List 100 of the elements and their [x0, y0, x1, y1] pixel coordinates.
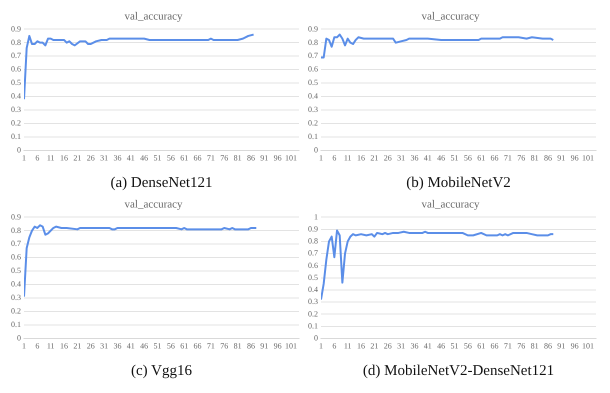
y-tick-label: 0.9: [11, 212, 21, 222]
x-tick-label: 6: [35, 341, 40, 350]
x-tick-label: 11: [344, 153, 352, 162]
x-tick-label: 61: [180, 153, 188, 162]
y-tick-label: 0.5: [11, 266, 21, 276]
x-tick-label: 16: [357, 153, 366, 162]
x-tick-label: 76: [517, 341, 526, 350]
x-tick-label: 6: [35, 153, 40, 162]
y-tick-label: 0.8: [308, 38, 318, 47]
y-tick-label: 0.7: [11, 239, 21, 248]
x-tick-label: 101: [284, 341, 297, 350]
y-tick-label: 0.4: [11, 92, 21, 101]
x-tick-label: 66: [490, 341, 499, 350]
x-tick-label: 86: [246, 341, 255, 350]
x-tick-label: 76: [517, 153, 526, 162]
x-tick-label: 26: [86, 153, 95, 162]
x-tick-label: 11: [46, 341, 55, 350]
x-tick-label: 46: [437, 153, 446, 162]
x-tick-label: 56: [464, 153, 472, 162]
y-tick-label: 0.2: [308, 309, 318, 318]
x-tick-label: 96: [570, 341, 579, 350]
y-tick-label: 0.9: [11, 24, 21, 34]
x-tick-label: 86: [246, 153, 255, 162]
y-tick-label: 0.3: [308, 297, 318, 306]
chart-title: val_accuracy: [421, 10, 480, 22]
y-tick-label: 0.9: [308, 24, 318, 34]
x-tick-label: 31: [397, 341, 406, 350]
x-tick-label: 86: [544, 153, 552, 162]
x-tick-label: 26: [384, 341, 392, 350]
x-tick-label: 46: [140, 153, 148, 162]
chart-title: val_accuracy: [124, 198, 184, 210]
x-tick-label: 36: [410, 153, 418, 162]
x-tick-label: 16: [357, 341, 366, 350]
x-tick-label: 86: [544, 341, 552, 350]
x-tick-label: 46: [437, 341, 446, 350]
chart-title: val_accuracy: [124, 10, 184, 22]
y-tick-label: 0.2: [308, 118, 318, 128]
x-tick-label: 21: [73, 153, 82, 162]
x-axis-title: (a) DenseNet121: [110, 174, 213, 191]
y-tick-label: 0: [314, 145, 318, 154]
x-tick-label: 41: [126, 341, 135, 350]
x-tick-label: 61: [477, 341, 486, 350]
x-tick-label: 91: [557, 341, 566, 350]
x-tick-label: 96: [274, 153, 282, 162]
y-tick-label: 0.6: [11, 252, 21, 262]
y-tick-label: 0.5: [308, 78, 318, 88]
x-tick-label: 91: [260, 341, 268, 350]
x-axis-title: (d) MobileNetV2-DenseNet121: [362, 362, 554, 379]
x-tick-label: 21: [73, 341, 82, 350]
y-tick-label: 0.2: [11, 306, 21, 316]
x-tick-label: 31: [100, 341, 108, 350]
x-tick-label: 31: [397, 153, 406, 162]
x-tick-label: 16: [60, 153, 68, 162]
x-tick-label: 26: [384, 153, 392, 162]
x-tick-label: 11: [46, 153, 55, 162]
x-tick-label: 81: [530, 341, 539, 350]
y-tick-label: 0.4: [11, 280, 21, 289]
x-tick-label: 21: [370, 341, 378, 350]
y-tick-label: 0.3: [11, 105, 21, 114]
x-tick-label: 81: [234, 153, 242, 162]
x-tick-label: 6: [332, 341, 336, 350]
x-tick-label: 61: [477, 153, 486, 162]
y-tick-label: 0: [314, 333, 318, 342]
x-tick-label: 96: [274, 341, 282, 350]
x-tick-label: 41: [424, 153, 432, 162]
x-tick-label: 51: [450, 341, 458, 350]
y-tick-label: 0.1: [11, 132, 21, 142]
x-tick-label: 41: [424, 341, 432, 350]
y-tick-label: 1: [314, 212, 318, 222]
x-tick-label: 66: [490, 153, 499, 162]
y-tick-label: 0.1: [308, 321, 318, 330]
y-tick-label: 0.6: [308, 64, 318, 74]
x-tick-label: 101: [582, 153, 594, 162]
y-tick-label: 0.9: [308, 224, 318, 234]
x-tick-label: 41: [126, 153, 135, 162]
y-tick-label: 0.8: [11, 38, 21, 47]
x-tick-label: 81: [234, 341, 242, 350]
x-tick-label: 6: [332, 153, 336, 162]
y-tick-label: 0: [17, 145, 21, 154]
y-tick-label: 0.3: [308, 105, 318, 114]
y-tick-label: 0.6: [11, 64, 21, 74]
y-tick-label: 0.7: [308, 51, 318, 60]
x-tick-label: 26: [86, 341, 95, 350]
y-tick-label: 0.7: [308, 248, 318, 258]
y-tick-label: 0.4: [308, 92, 318, 101]
y-tick-label: 0.4: [308, 285, 318, 294]
x-tick-label: 36: [113, 341, 122, 350]
x-tick-label: 61: [180, 341, 188, 350]
chart-title: val_accuracy: [421, 198, 480, 210]
y-tick-label: 0.1: [11, 320, 21, 330]
x-tick-label: 91: [260, 153, 268, 162]
x-tick-label: 36: [410, 341, 418, 350]
x-tick-label: 96: [570, 153, 579, 162]
y-tick-label: 0.8: [11, 226, 21, 235]
y-tick-label: 0: [17, 333, 21, 342]
y-tick-label: 0.8: [308, 236, 318, 246]
x-tick-label: 46: [140, 341, 148, 350]
x-axis-title: (b) MobileNetV2: [406, 174, 511, 191]
y-tick-label: 0.7: [11, 51, 21, 60]
x-tick-label: 71: [504, 153, 512, 162]
